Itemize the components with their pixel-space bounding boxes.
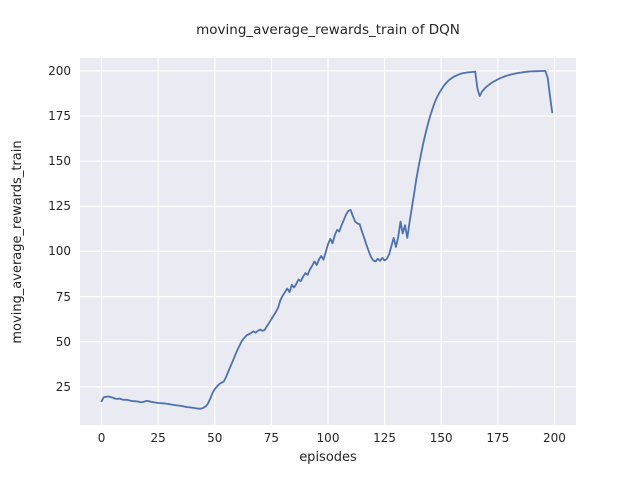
- y-tick-200: 200: [48, 63, 71, 78]
- x-tick-100: 100: [316, 431, 340, 445]
- y-tick-75: 75: [55, 289, 71, 304]
- y-tick-100: 100: [48, 244, 71, 259]
- y-axis-label: moving_average_rewards_train: [10, 140, 25, 344]
- x-axis-label: episodes: [299, 450, 357, 465]
- x-tick-150: 150: [429, 431, 453, 445]
- x-tick-75: 75: [263, 431, 280, 445]
- x-tick-200: 200: [543, 431, 566, 445]
- y-tick-125: 125: [48, 199, 71, 214]
- chart-title: moving_average_rewards_train of DQN: [196, 22, 460, 38]
- line-plot: [80, 58, 576, 425]
- x-tick-50: 50: [207, 431, 223, 445]
- x-tick-0: 0: [97, 431, 106, 445]
- y-tick-50: 50: [55, 334, 71, 349]
- x-tick-25: 25: [150, 431, 166, 445]
- x-tick-175: 175: [486, 431, 510, 445]
- y-tick-150: 150: [48, 154, 71, 169]
- series-moving_average_rewards_train: [100, 70, 554, 410]
- y-tick-175: 175: [48, 108, 71, 123]
- x-tick-125: 125: [373, 431, 397, 445]
- plot-area: [80, 58, 576, 425]
- y-tick-25: 25: [55, 379, 71, 394]
